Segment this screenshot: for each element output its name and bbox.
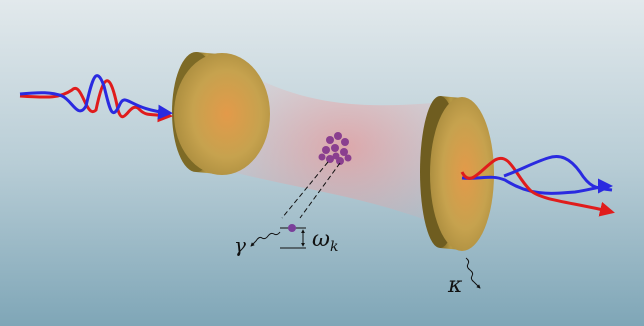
- omega-symbol: ω: [312, 227, 330, 252]
- gamma-label: γ: [234, 233, 246, 257]
- illustration: γ ωk κ: [0, 0, 644, 326]
- right-mirror: [420, 96, 494, 251]
- left-mirror: [172, 52, 270, 175]
- page: γ ωk κ (() => { const data = JSON.parse(…: [0, 0, 644, 326]
- omega-subscript: k: [330, 239, 338, 255]
- kappa-label: κ: [447, 273, 463, 298]
